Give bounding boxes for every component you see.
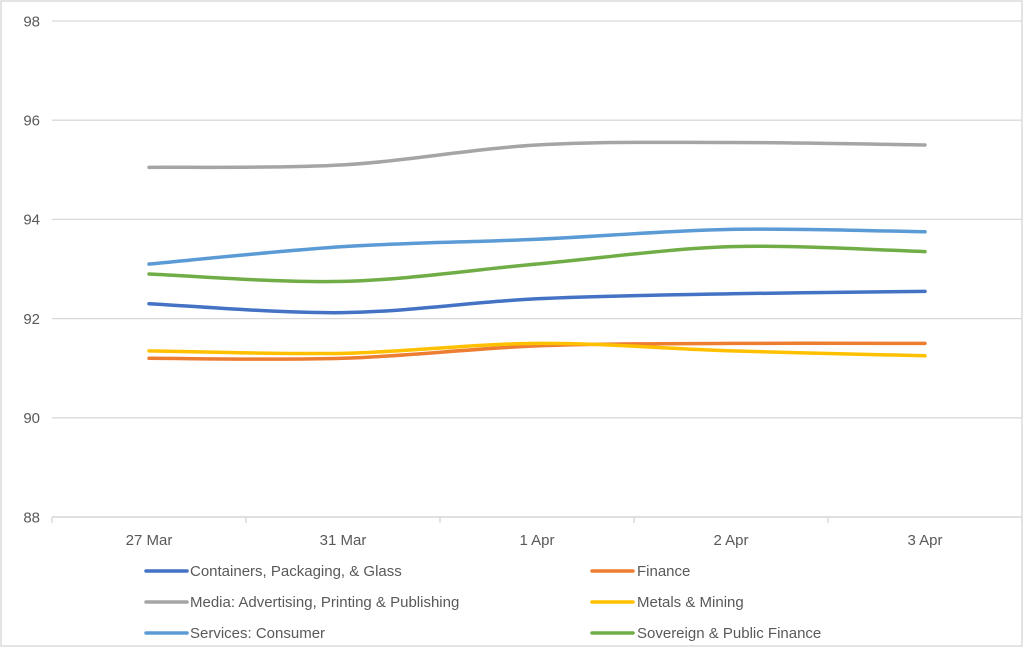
legend-item-finance: Finance bbox=[590, 563, 690, 580]
legend-label: Finance bbox=[637, 563, 690, 580]
y-axis-tick-label: 92 bbox=[23, 311, 40, 328]
series-line-metals-mining bbox=[147, 341, 927, 358]
legend: Containers, Packaging, & Glass Finance Med… bbox=[144, 563, 821, 642]
y-axis-tick-label: 88 bbox=[23, 509, 40, 526]
x-axis-tick-label: 1 Apr bbox=[519, 532, 554, 549]
legend-label: Containers, Packaging, & Glass bbox=[190, 563, 402, 580]
series-line-finance bbox=[147, 341, 927, 361]
legend-label: Services: Consumer bbox=[190, 625, 325, 642]
y-axis-tick-label: 96 bbox=[23, 112, 40, 129]
legend-item-media-advertising-printing-publishing: Media: Advertising, Printing & Publishin… bbox=[144, 594, 459, 611]
series-line-sovereign-public-finance bbox=[147, 244, 927, 284]
series-line-services-consumer bbox=[147, 227, 927, 266]
legend-label: Sovereign & Public Finance bbox=[637, 625, 821, 642]
y-axis-tick-label: 94 bbox=[23, 212, 40, 229]
x-axis-tick-label: 31 Mar bbox=[320, 532, 367, 549]
x-axis-tick-label: 3 Apr bbox=[907, 532, 942, 549]
legend-item-metals-mining: Metals & Mining bbox=[590, 594, 744, 611]
legend-item-sovereign-public-finance: Sovereign & Public Finance bbox=[590, 625, 821, 642]
legend-label: Media: Advertising, Printing & Publishin… bbox=[190, 594, 459, 611]
series-line-media-advertising-printing-publishing bbox=[147, 140, 927, 170]
x-axis-tick-label: 27 Mar bbox=[126, 532, 173, 549]
legend-item-services-consumer: Services: Consumer bbox=[144, 625, 325, 642]
y-axis-tick-label: 90 bbox=[23, 410, 40, 427]
series-line-containers-packaging-glass bbox=[147, 289, 927, 315]
y-axis-tick-label: 98 bbox=[23, 13, 40, 30]
x-axis-tick-label: 2 Apr bbox=[713, 532, 748, 549]
legend-item-containers-packaging-glass: Containers, Packaging, & Glass bbox=[144, 563, 402, 580]
legend-label: Metals & Mining bbox=[637, 594, 744, 611]
